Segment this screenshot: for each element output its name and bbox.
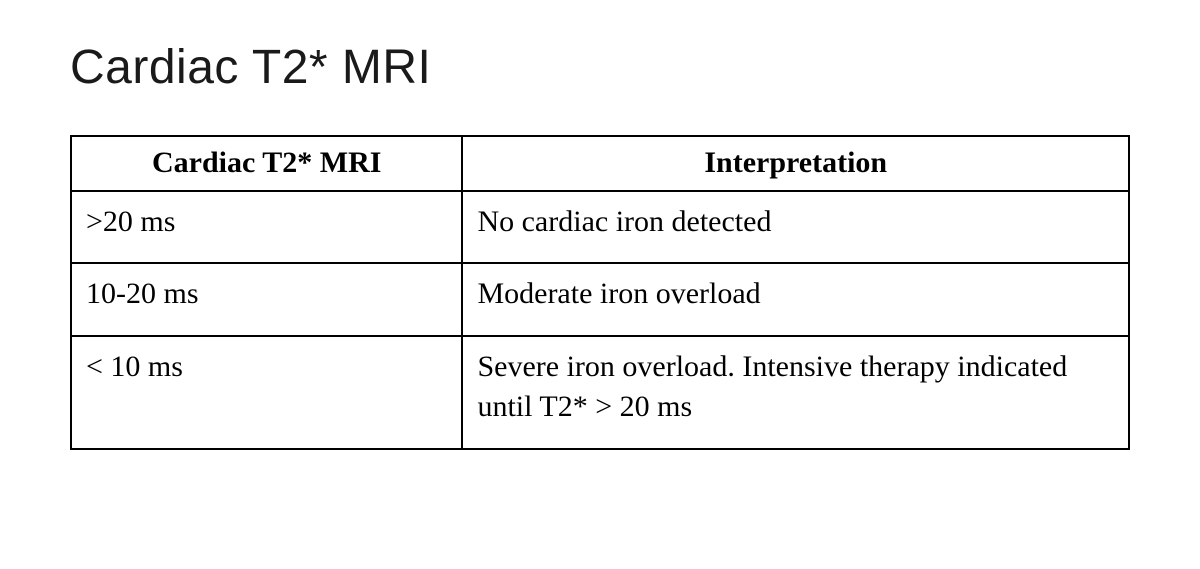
table-row: < 10 ms Severe iron overload. Intensive … [71, 336, 1129, 449]
table-header-row: Cardiac T2* MRI Interpretation [71, 136, 1129, 191]
interpretation-value: Moderate iron overload [462, 263, 1129, 336]
slide: Cardiac T2* MRI Cardiac T2* MRI Interpre… [0, 0, 1200, 569]
t2-value: < 10 ms [71, 336, 462, 449]
interpretation-value: Severe iron overload. Intensive therapy … [462, 336, 1129, 449]
t2-value: >20 ms [71, 191, 462, 264]
col-header-t2: Cardiac T2* MRI [71, 136, 462, 191]
interpretation-value: No cardiac iron detected [462, 191, 1129, 264]
table-row: 10-20 ms Moderate iron overload [71, 263, 1129, 336]
table-row: >20 ms No cardiac iron detected [71, 191, 1129, 264]
mri-table: Cardiac T2* MRI Interpretation >20 ms No… [70, 135, 1130, 450]
slide-title: Cardiac T2* MRI [70, 40, 1130, 95]
col-header-interpretation: Interpretation [462, 136, 1129, 191]
t2-value: 10-20 ms [71, 263, 462, 336]
